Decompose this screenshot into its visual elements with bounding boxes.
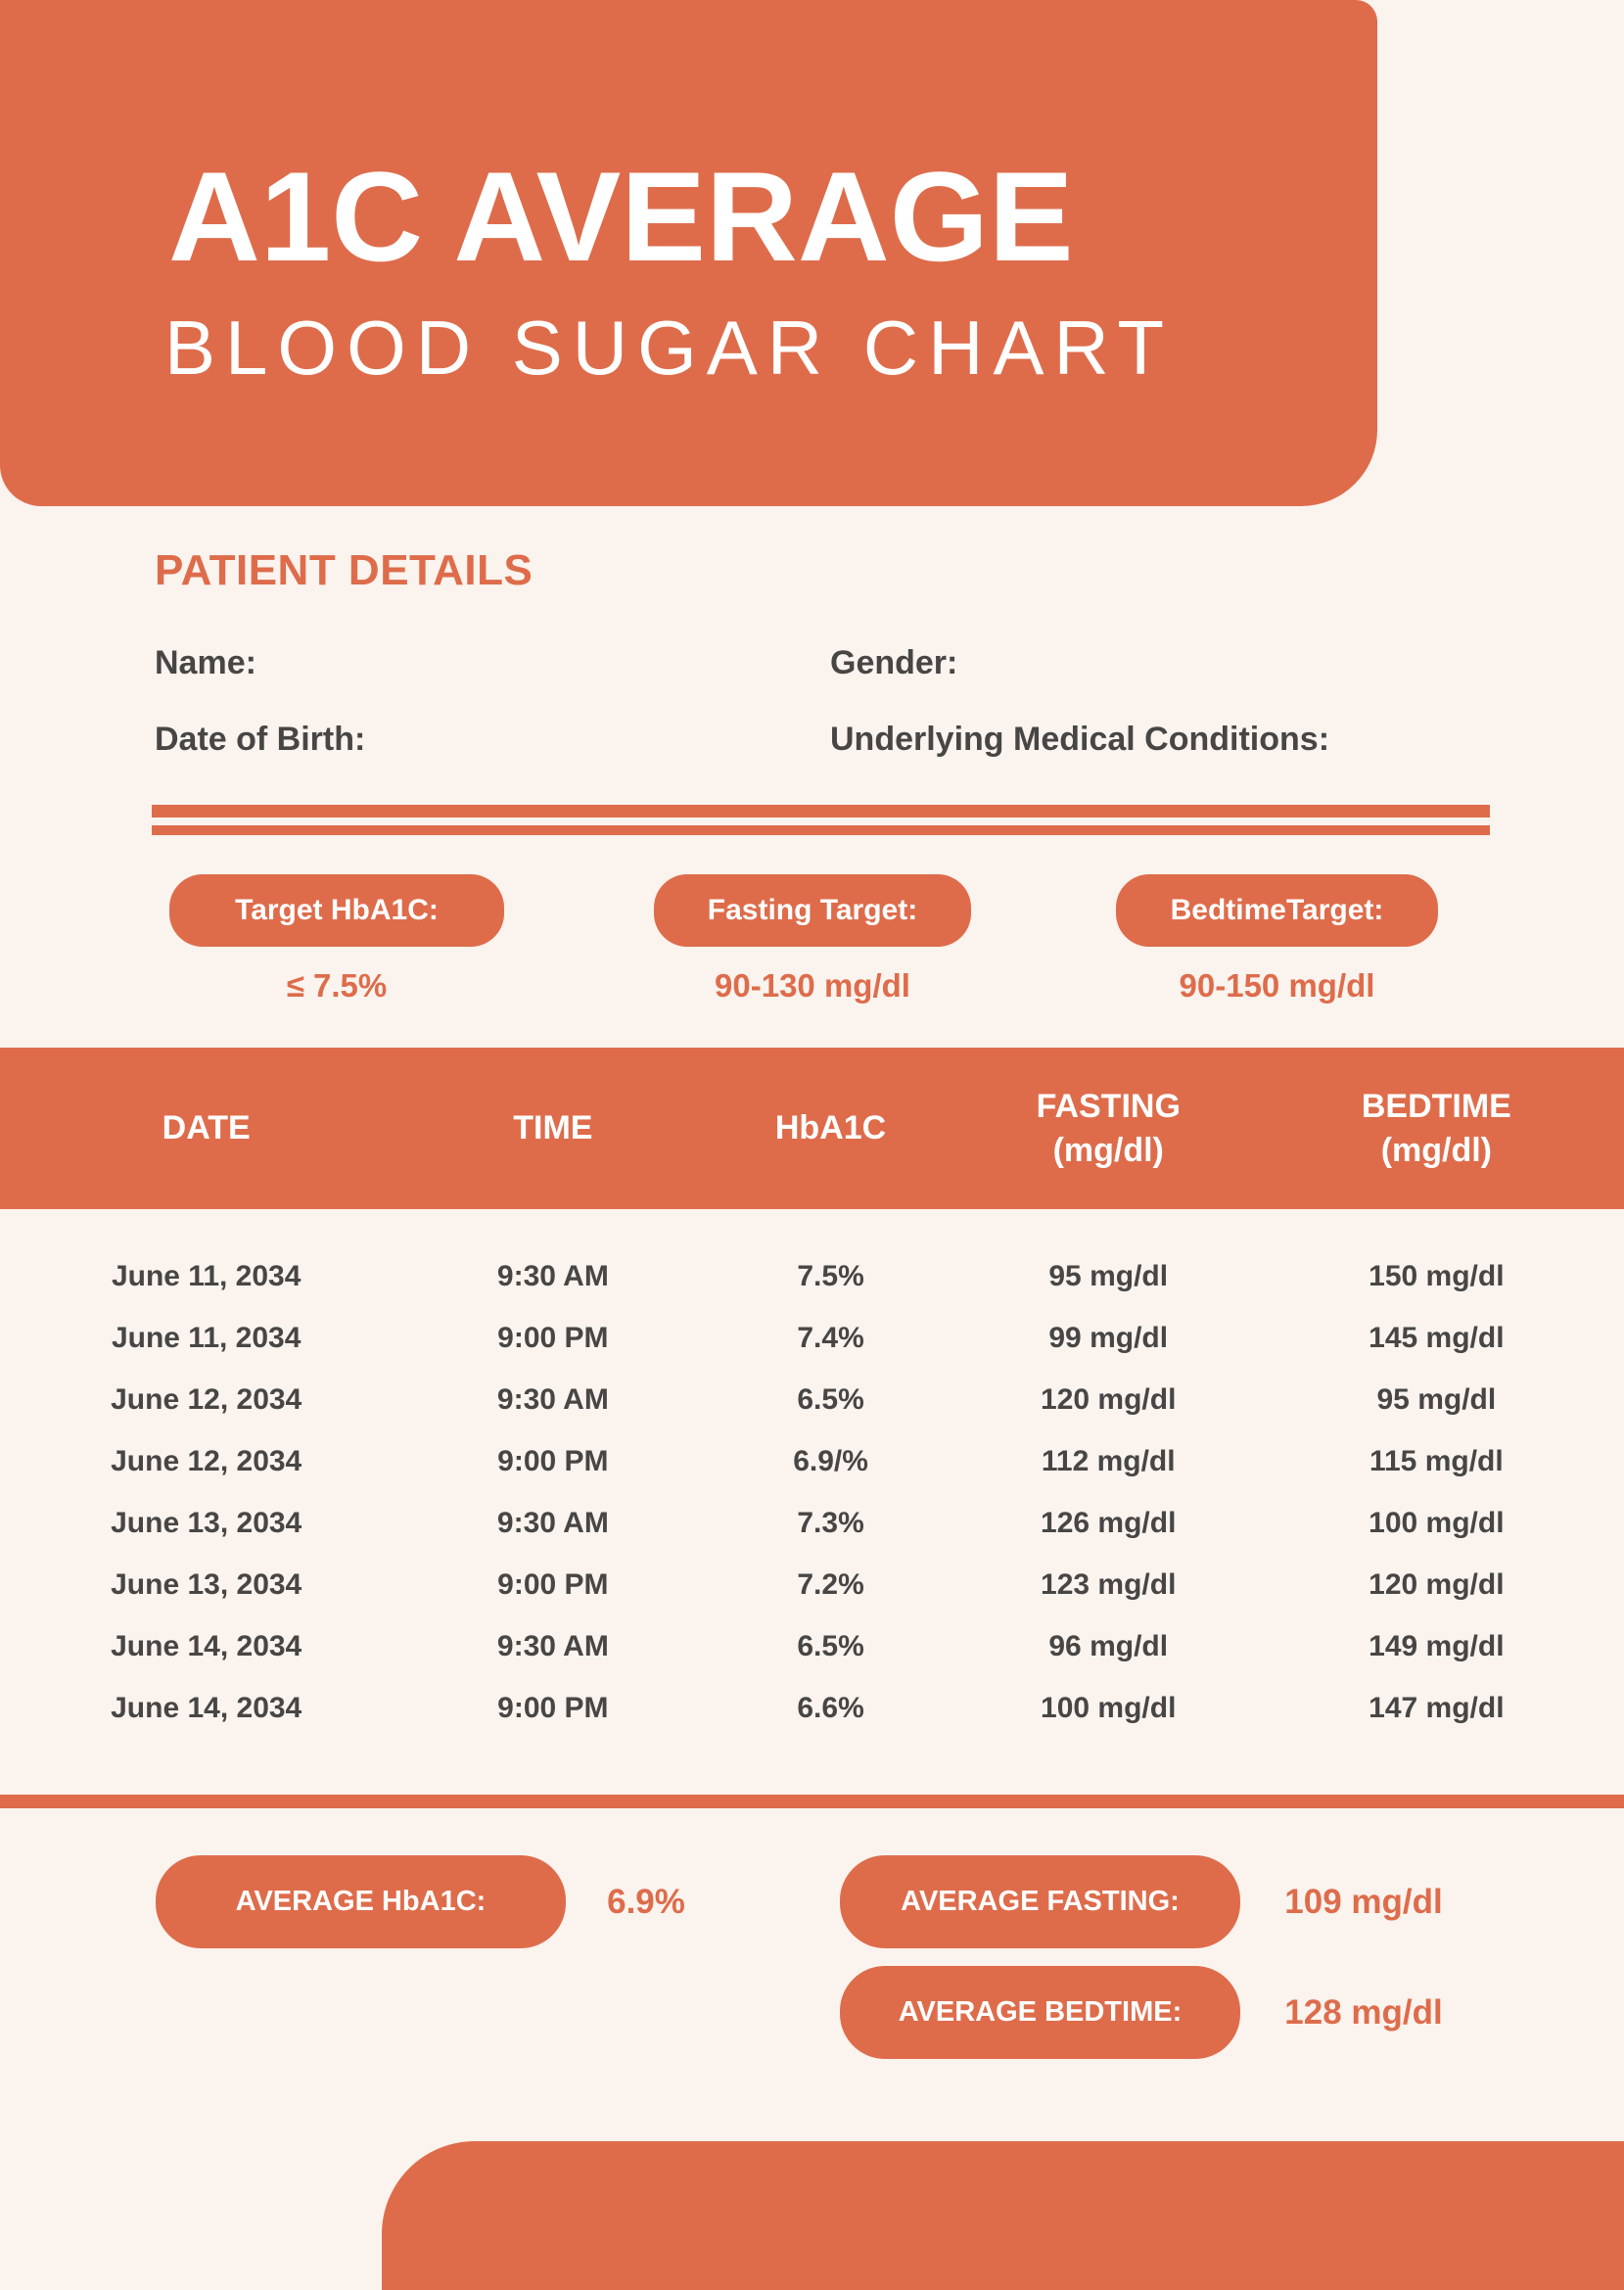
cell-fasting: 100 mg/dl <box>1041 1691 1177 1724</box>
table-row: June 11, 2034 9:00 PM 7.4% 99 mg/dl 145 … <box>0 1307 1624 1369</box>
average-hba1c-pill: AVERAGE HbA1C: <box>156 1855 566 1948</box>
cell-bedtime: 150 mg/dl <box>1369 1259 1505 1292</box>
cell-hba1c: 6.9/% <box>793 1444 868 1477</box>
cell-time: 9:00 PM <box>497 1444 609 1477</box>
cell-fasting: 96 mg/dl <box>1048 1629 1169 1662</box>
fasting-target-label: Fasting Target: <box>707 894 918 926</box>
column-header-time: TIME <box>412 1048 693 1209</box>
table-row: June 12, 2034 9:30 AM 6.5% 120 mg/dl 95 … <box>0 1369 1624 1430</box>
bedtime-target-pill: BedtimeTarget: <box>1116 874 1438 947</box>
cell-date: June 13, 2034 <box>111 1567 302 1601</box>
table-row: June 14, 2034 9:00 PM 6.6% 100 mg/dl 147… <box>0 1677 1624 1739</box>
target-hba1c-label: Target HbA1C: <box>235 894 439 926</box>
patient-details-heading: PATIENT DETAILS <box>155 546 534 594</box>
average-fasting-label: AVERAGE FASTING: <box>901 1886 1180 1917</box>
column-header-date-line1: DATE <box>162 1109 251 1147</box>
cell-time: 9:30 AM <box>496 1259 609 1292</box>
average-bedtime-value: 128 mg/dl <box>1284 1993 1443 2032</box>
cell-hba1c: 7.5% <box>797 1259 864 1292</box>
cell-date: June 14, 2034 <box>111 1691 302 1724</box>
cell-fasting: 99 mg/dl <box>1048 1321 1169 1354</box>
cell-bedtime: 95 mg/dl <box>1376 1382 1497 1416</box>
cell-time: 9:30 AM <box>496 1629 609 1662</box>
target-hba1c-pill: Target HbA1C: <box>169 874 504 947</box>
page-subtitle: BLOOD SUGAR CHART <box>164 304 1175 391</box>
cell-hba1c: 7.2% <box>797 1567 864 1601</box>
table-row: June 12, 2034 9:00 PM 6.9/% 112 mg/dl 11… <box>0 1430 1624 1492</box>
cell-bedtime: 145 mg/dl <box>1369 1321 1505 1354</box>
bedtime-target-value: 90-150 mg/dl <box>1179 967 1375 1004</box>
gender-field-label: Gender: <box>830 644 958 681</box>
cell-hba1c: 7.4% <box>797 1321 864 1354</box>
divider-double-top <box>152 805 1490 818</box>
average-bedtime-label: AVERAGE BEDTIME: <box>898 1996 1183 2028</box>
column-header-bedtime-line2: (mg/dl) <box>1380 1131 1492 1169</box>
divider-double-bottom <box>152 825 1490 835</box>
cell-fasting: 112 mg/dl <box>1041 1444 1176 1477</box>
name-field-label: Name: <box>155 644 256 681</box>
cell-bedtime: 147 mg/dl <box>1369 1691 1505 1724</box>
column-header-fasting-line1: FASTING <box>1036 1087 1181 1125</box>
average-bedtime-pill: AVERAGE BEDTIME: <box>840 1966 1240 2059</box>
cell-date: June 14, 2034 <box>111 1629 302 1662</box>
target-hba1c-value: ≤ 7.5% <box>286 967 388 1004</box>
cell-hba1c: 6.5% <box>797 1382 864 1416</box>
cell-bedtime: 115 mg/dl <box>1369 1444 1504 1477</box>
cell-fasting: 126 mg/dl <box>1041 1506 1177 1539</box>
cell-time: 9:30 AM <box>496 1506 609 1539</box>
average-fasting-value: 109 mg/dl <box>1284 1883 1443 1921</box>
cell-hba1c: 6.6% <box>797 1691 864 1724</box>
fasting-target-value: 90-130 mg/dl <box>715 967 910 1004</box>
cell-bedtime: 120 mg/dl <box>1369 1567 1505 1601</box>
cell-time: 9:00 PM <box>497 1321 609 1354</box>
cell-fasting: 120 mg/dl <box>1041 1382 1177 1416</box>
column-header-date: DATE <box>0 1048 412 1209</box>
column-header-bedtime: BEDTIME (mg/dl) <box>1249 1048 1624 1209</box>
cell-bedtime: 149 mg/dl <box>1369 1629 1505 1662</box>
header-banner: A1C AVERAGE BLOOD SUGAR CHART <box>0 0 1377 506</box>
average-hba1c-label: AVERAGE HbA1C: <box>235 1886 487 1917</box>
divider-single <box>0 1795 1624 1808</box>
cell-time: 9:00 PM <box>497 1691 609 1724</box>
average-hba1c-value: 6.9% <box>607 1883 685 1921</box>
page-title: A1C AVERAGE <box>168 145 1074 288</box>
table-row: June 11, 2034 9:30 AM 7.5% 95 mg/dl 150 … <box>0 1245 1624 1307</box>
table-header-row: DATE TIME HbA1C FASTING (mg/dl) BEDTIME … <box>0 1048 1624 1209</box>
fasting-target-pill: Fasting Target: <box>654 874 971 947</box>
cell-date: June 12, 2034 <box>111 1382 302 1416</box>
column-header-time-line1: TIME <box>513 1109 593 1147</box>
cell-date: June 12, 2034 <box>111 1444 302 1477</box>
table-row: June 13, 2034 9:00 PM 7.2% 123 mg/dl 120… <box>0 1554 1624 1615</box>
cell-bedtime: 100 mg/dl <box>1369 1506 1505 1539</box>
conditions-field-label: Underlying Medical Conditions: <box>830 721 1330 758</box>
table-body: June 11, 2034 9:30 AM 7.5% 95 mg/dl 150 … <box>0 1245 1624 1739</box>
column-header-bedtime-line1: BEDTIME <box>1361 1087 1511 1125</box>
cell-time: 9:30 AM <box>496 1382 609 1416</box>
footer-banner <box>382 2141 1624 2290</box>
cell-date: June 13, 2034 <box>111 1506 302 1539</box>
dob-field-label: Date of Birth: <box>155 721 366 758</box>
table-row: June 13, 2034 9:30 AM 7.3% 126 mg/dl 100… <box>0 1492 1624 1554</box>
column-header-fasting-line2: (mg/dl) <box>1052 1131 1164 1169</box>
cell-hba1c: 6.5% <box>797 1629 864 1662</box>
column-header-fasting: FASTING (mg/dl) <box>968 1048 1249 1209</box>
cell-time: 9:00 PM <box>497 1567 609 1601</box>
bedtime-target-label: BedtimeTarget: <box>1170 894 1384 926</box>
cell-hba1c: 7.3% <box>797 1506 864 1539</box>
cell-fasting: 95 mg/dl <box>1048 1259 1169 1292</box>
column-header-hba1c: HbA1C <box>693 1048 967 1209</box>
column-header-hba1c-line1: HbA1C <box>774 1109 887 1147</box>
average-fasting-pill: AVERAGE FASTING: <box>840 1855 1240 1948</box>
cell-fasting: 123 mg/dl <box>1041 1567 1177 1601</box>
table-row: June 14, 2034 9:30 AM 6.5% 96 mg/dl 149 … <box>0 1615 1624 1677</box>
cell-date: June 11, 2034 <box>111 1321 302 1354</box>
cell-date: June 11, 2034 <box>111 1259 302 1292</box>
